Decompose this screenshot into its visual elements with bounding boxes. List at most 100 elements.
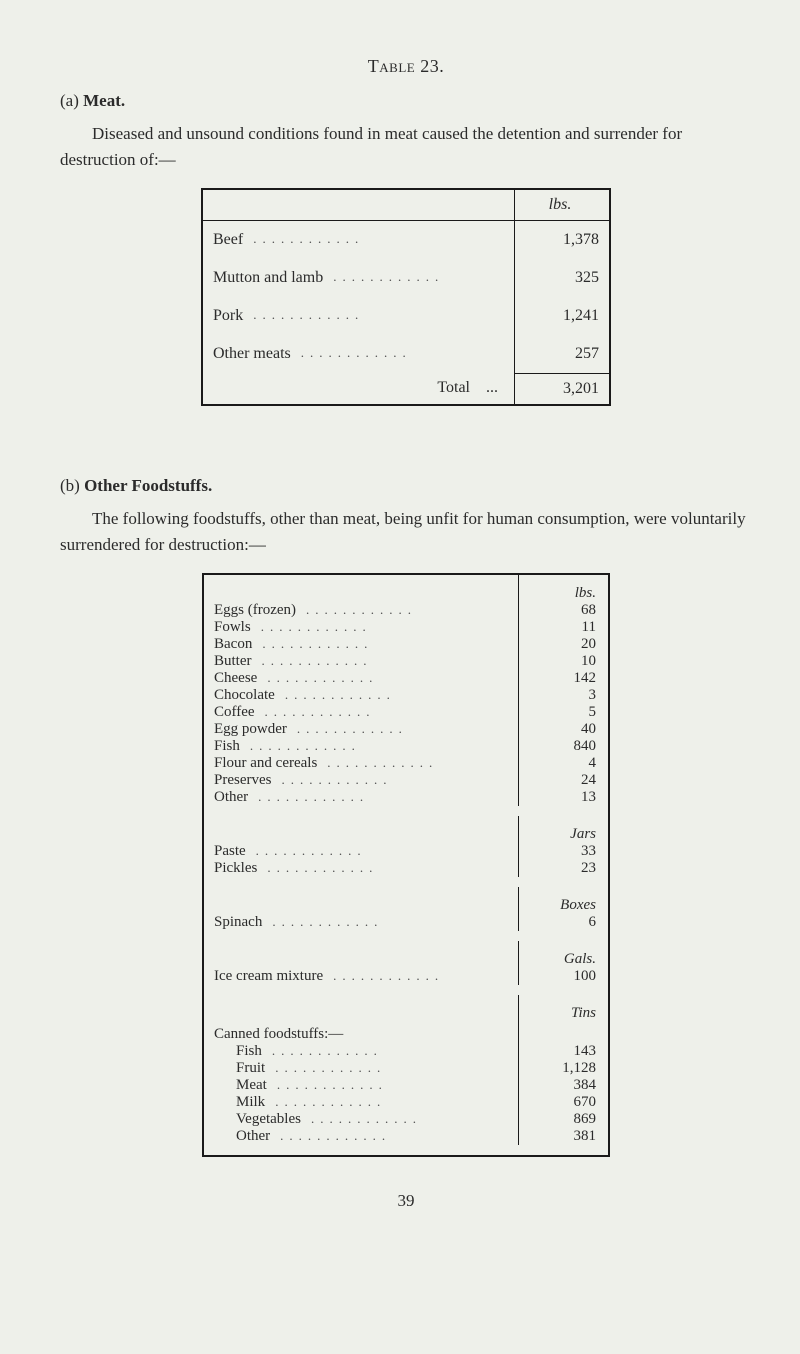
row-label: Fish............ xyxy=(204,738,518,755)
row-label: Spinach............ xyxy=(204,914,518,931)
row-value: 23 xyxy=(518,860,608,877)
unit-row: lbs. xyxy=(204,575,608,602)
row-label: Mutton and lamb............ xyxy=(203,259,514,297)
table-row: Beef............1,378 xyxy=(203,221,609,259)
table-row: Paste............33 xyxy=(204,843,608,860)
section-b-title: Other Foodstuffs. xyxy=(84,476,212,495)
meat-header-blank xyxy=(203,190,514,221)
section-b-prefix: (b) xyxy=(60,476,80,495)
meat-total-label: Total ... xyxy=(203,373,514,404)
row-label: Pork............ xyxy=(203,297,514,335)
section-b-label: (b) Other Foodstuffs. xyxy=(60,476,752,496)
unit-label: Jars xyxy=(518,816,608,843)
table-row: Vegetables............869 xyxy=(204,1111,608,1128)
row-value: 670 xyxy=(518,1094,608,1111)
row-value: 33 xyxy=(518,843,608,860)
row-label: Egg powder............ xyxy=(204,721,518,738)
meat-header-unit: lbs. xyxy=(514,190,609,221)
meat-table-header-row: lbs. xyxy=(203,190,609,221)
table-row: Fowls............11 xyxy=(204,619,608,636)
row-value: 5 xyxy=(518,704,608,721)
unit-row: Jars xyxy=(204,816,608,843)
row-value: 4 xyxy=(518,755,608,772)
row-value: 257 xyxy=(514,335,609,373)
row-value: 40 xyxy=(518,721,608,738)
table-row: Fish............840 xyxy=(204,738,608,755)
table-title: Table 23. xyxy=(60,56,752,77)
row-value: 384 xyxy=(518,1077,608,1094)
canned-header-label: Canned foodstuffs:— xyxy=(204,1022,518,1043)
row-value: 143 xyxy=(518,1043,608,1060)
row-label: Ice cream mixture............ xyxy=(204,968,518,985)
table-row: Meat............384 xyxy=(204,1077,608,1094)
row-label: Milk............ xyxy=(204,1094,518,1111)
canned-header-row: Canned foodstuffs:— xyxy=(204,1022,608,1043)
unit-label: lbs. xyxy=(518,575,608,602)
row-value: 68 xyxy=(518,602,608,619)
row-value: 20 xyxy=(518,636,608,653)
row-label: Fowls............ xyxy=(204,619,518,636)
row-value: 10 xyxy=(518,653,608,670)
foods-table: lbs.Eggs (frozen)............68Fowls....… xyxy=(202,573,610,1157)
row-label: Fruit............ xyxy=(204,1060,518,1077)
unit-row: Tins xyxy=(204,995,608,1022)
row-label: Beef............ xyxy=(203,221,514,259)
row-value: 1,378 xyxy=(514,221,609,259)
row-label: Other............ xyxy=(204,789,518,806)
row-label: Other meats............ xyxy=(203,335,514,373)
row-label: Butter............ xyxy=(204,653,518,670)
table-row: Milk............670 xyxy=(204,1094,608,1111)
paragraph-a: Diseased and unsound conditions found in… xyxy=(60,121,752,172)
section-a-label: (a) Meat. xyxy=(60,91,752,111)
meat-total-row: Total ... 3,201 xyxy=(203,373,609,404)
meat-table: lbs. Beef............1,378Mutton and lam… xyxy=(201,188,611,406)
table-row: Butter............10 xyxy=(204,653,608,670)
row-label: Paste............ xyxy=(204,843,518,860)
row-value: 325 xyxy=(514,259,609,297)
unit-row: Boxes xyxy=(204,887,608,914)
row-value: 142 xyxy=(518,670,608,687)
unit-label: Boxes xyxy=(518,887,608,914)
row-value: 840 xyxy=(518,738,608,755)
table-row: Other meats............257 xyxy=(203,335,609,373)
table-row: Other............381 xyxy=(204,1128,608,1155)
row-value: 6 xyxy=(518,914,608,931)
row-label: Coffee............ xyxy=(204,704,518,721)
row-label: Eggs (frozen)............ xyxy=(204,602,518,619)
meat-total-value: 3,201 xyxy=(514,373,609,404)
row-value: 24 xyxy=(518,772,608,789)
row-label: Cheese............ xyxy=(204,670,518,687)
table-row: Preserves............24 xyxy=(204,772,608,789)
row-label: Meat............ xyxy=(204,1077,518,1094)
page-container: Table 23. (a) Meat. Diseased and unsound… xyxy=(0,0,800,1354)
unit-label: Gals. xyxy=(518,941,608,968)
row-value: 3 xyxy=(518,687,608,704)
row-label: Chocolate............ xyxy=(204,687,518,704)
row-value: 11 xyxy=(518,619,608,636)
table-row: Ice cream mixture............100 xyxy=(204,968,608,995)
row-value: 13 xyxy=(518,789,608,806)
table-row: Cheese............142 xyxy=(204,670,608,687)
row-value: 100 xyxy=(518,968,608,985)
table-row: Bacon............20 xyxy=(204,636,608,653)
row-value: 1,241 xyxy=(514,297,609,335)
table-row: Pork............1,241 xyxy=(203,297,609,335)
section-a-prefix: (a) xyxy=(60,91,79,110)
unit-label: Tins xyxy=(518,995,608,1022)
row-label: Preserves............ xyxy=(204,772,518,789)
foods-table-container: lbs.Eggs (frozen)............68Fowls....… xyxy=(60,573,752,1157)
table-row: Other............13 xyxy=(204,789,608,816)
section-a-title: Meat. xyxy=(83,91,125,110)
row-label: Pickles............ xyxy=(204,860,518,877)
table-row: Flour and cereals............4 xyxy=(204,755,608,772)
row-value: 1,128 xyxy=(518,1060,608,1077)
paragraph-b: The following foodstuffs, other than mea… xyxy=(60,506,752,557)
row-label: Bacon............ xyxy=(204,636,518,653)
table-row: Fruit............1,128 xyxy=(204,1060,608,1077)
table-row: Egg powder............40 xyxy=(204,721,608,738)
table-row: Coffee............5 xyxy=(204,704,608,721)
row-label: Vegetables............ xyxy=(204,1111,518,1128)
unit-row: Gals. xyxy=(204,941,608,968)
row-label: Flour and cereals............ xyxy=(204,755,518,772)
table-row: Pickles............23 xyxy=(204,860,608,887)
